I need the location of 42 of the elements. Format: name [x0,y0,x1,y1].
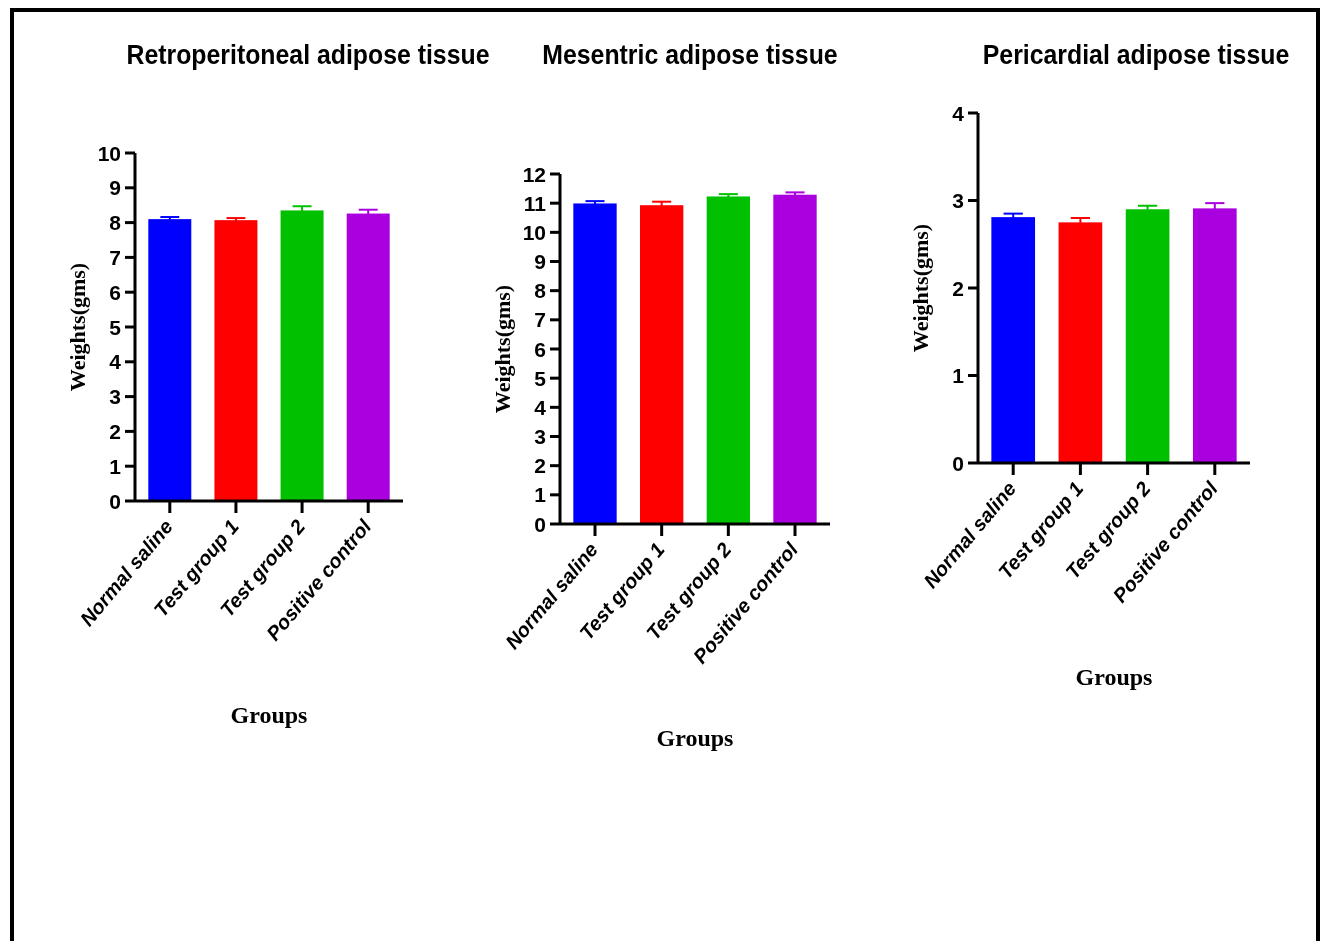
bar [991,217,1036,463]
y-tick-label: 2 [952,276,964,300]
bar [1192,208,1237,463]
y-tick-label: 10 [97,141,121,165]
chart-title: Pericardial adipose tissue [982,40,1290,70]
y-tick-label: 1 [109,454,122,478]
y-tick-label: 9 [534,250,546,274]
y-tick-label: 11 [523,191,547,215]
y-tick-label: 1 [534,483,547,507]
y-tick-label: 4 [109,350,122,374]
y-tick-label: 8 [534,279,547,303]
chart-title: Retroperitoneal adipose tissue [126,40,490,70]
x-axis-title: Groups [230,702,308,728]
y-axis-title: Weights(gms) [908,223,933,353]
y-tick-label: 7 [109,245,121,269]
x-axis-title: Groups [656,725,734,751]
y-tick-label: 3 [109,385,121,409]
y-tick-label: 3 [952,189,964,213]
y-axis-title: Weights(gms) [490,284,515,414]
y-tick-label: 4 [534,395,547,419]
chart-title: Mesentric adipose tissue [542,40,838,70]
y-tick-label: 2 [109,419,121,443]
y-tick-label: 8 [109,211,122,235]
bar [1125,209,1170,463]
y-tick-label: 9 [109,176,121,200]
y-tick-label: 2 [534,454,546,478]
y-tick-label: 0 [952,451,964,475]
y-tick-label: 0 [534,512,546,536]
y-tick-label: 1 [952,364,965,388]
x-axis-title: Groups [1075,664,1153,690]
y-tick-label: 3 [534,425,546,449]
y-axis-title: Weights(gms) [65,262,90,392]
y-tick-label: 6 [534,337,546,361]
y-tick-label: 5 [534,366,547,390]
y-tick-label: 7 [534,308,546,332]
y-tick-label: 12 [522,162,546,186]
y-tick-label: 10 [522,220,546,244]
y-tick-label: 0 [109,489,121,513]
y-tick-label: 6 [109,280,121,304]
y-tick-label: 5 [109,315,122,339]
bar [1058,222,1103,463]
y-tick-label: 4 [952,101,965,125]
